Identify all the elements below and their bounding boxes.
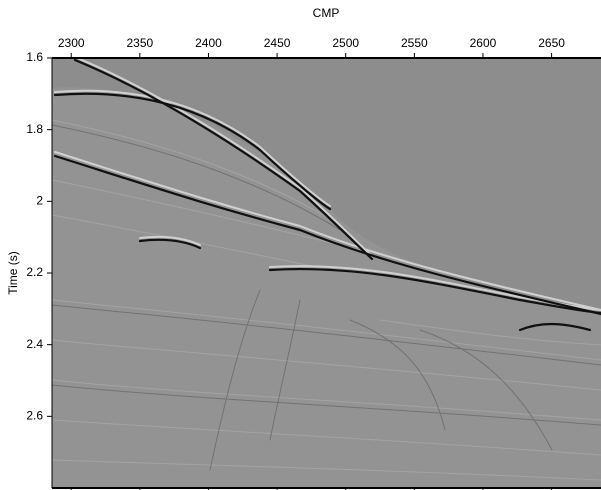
x-tick-label: 2500 (332, 36, 359, 50)
y-tick-label: 2.6 (26, 409, 43, 423)
x-axis-label: CMP (313, 6, 340, 20)
x-tick-label: 2300 (58, 36, 85, 50)
x-tick-label: 2350 (126, 36, 153, 50)
y-tick-label: 2.4 (26, 337, 43, 351)
page: {"chart_data": {"type": "seismic", "x_la… (0, 0, 601, 490)
x-tick-label: 2400 (195, 36, 222, 50)
y-tick-label: 2.2 (26, 265, 43, 279)
chart: CMP Time (s) 2300 2350 2400 2450 2500 2550 260… (0, 0, 601, 490)
y-tick-label: 2 (36, 194, 43, 208)
x-tick-label: 2650 (538, 36, 565, 50)
y-tick-label: 1.6 (26, 50, 43, 64)
x-tick-label: 2550 (401, 36, 428, 50)
y-tick-label: 1.8 (26, 122, 43, 136)
y-axis-label: Time (s) (6, 251, 20, 295)
x-tick-label: 2450 (264, 36, 291, 50)
seismic-image (52, 57, 601, 488)
x-tick-label: 2600 (470, 36, 497, 50)
